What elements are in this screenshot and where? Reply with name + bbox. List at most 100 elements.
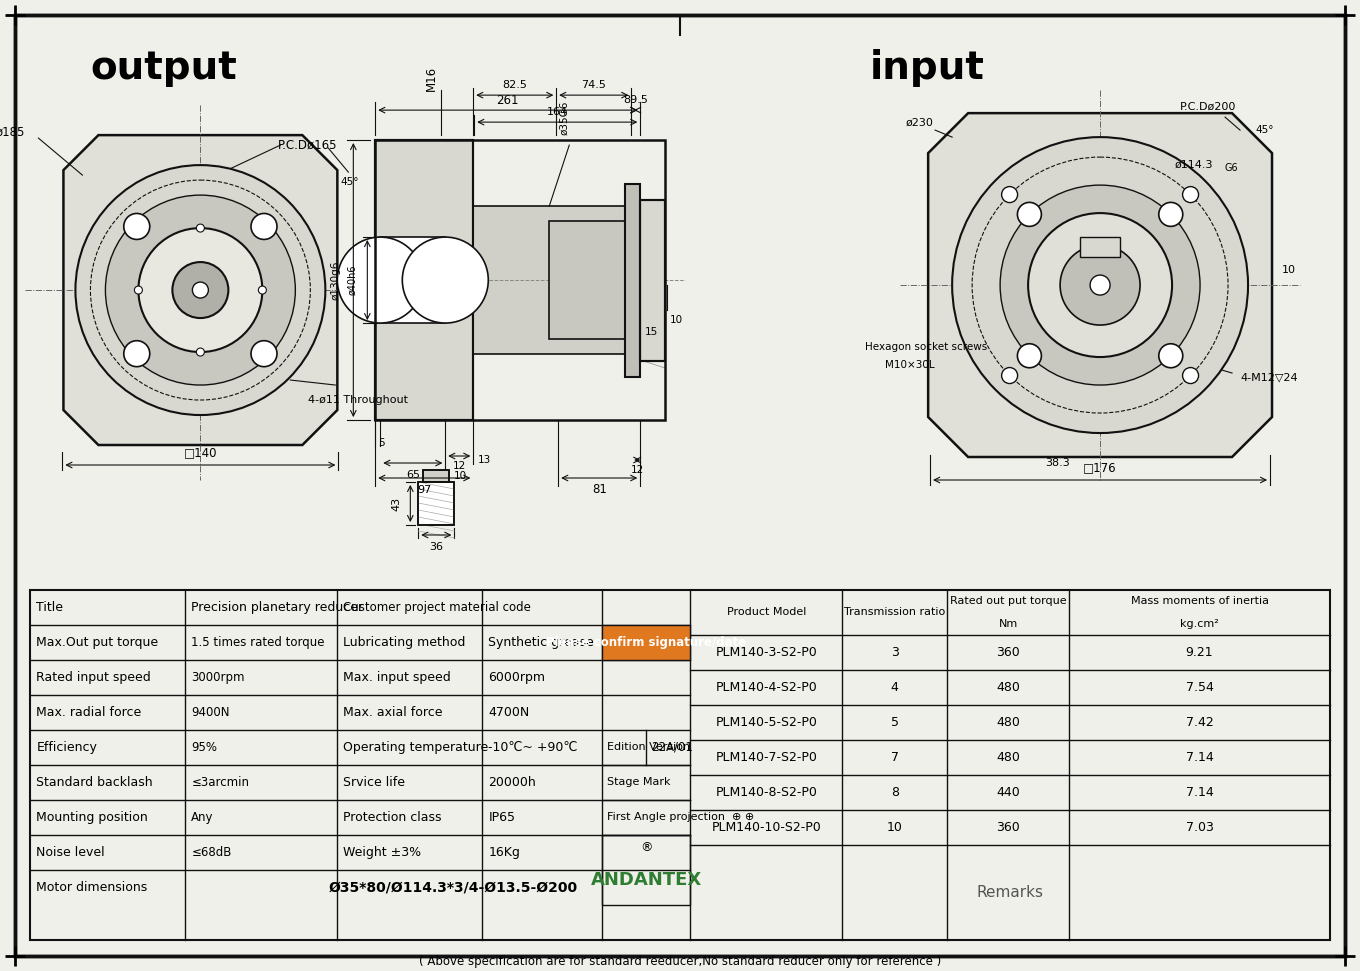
Text: ø35G6: ø35G6 xyxy=(559,101,570,135)
Text: 43: 43 xyxy=(392,496,401,511)
Text: Standard backlash: Standard backlash xyxy=(37,776,154,788)
Circle shape xyxy=(1059,245,1140,325)
Circle shape xyxy=(258,286,267,294)
Text: ø130g6: ø130g6 xyxy=(330,260,340,300)
Text: 10: 10 xyxy=(887,820,903,834)
Text: 4-M12▽24: 4-M12▽24 xyxy=(1240,372,1297,382)
Text: □140: □140 xyxy=(184,447,218,459)
Text: ( Above specification are for standard reeducer,No standard reducer only for ref: ( Above specification are for standard r… xyxy=(419,955,941,968)
Circle shape xyxy=(124,341,150,367)
Text: 8: 8 xyxy=(891,786,899,799)
Text: 5: 5 xyxy=(378,438,385,448)
Bar xyxy=(423,470,449,482)
Bar xyxy=(375,140,665,420)
Circle shape xyxy=(124,214,150,240)
Text: 12: 12 xyxy=(453,461,466,471)
Text: 15: 15 xyxy=(645,327,658,337)
Text: Rated input speed: Rated input speed xyxy=(37,671,151,684)
Circle shape xyxy=(106,195,295,385)
Text: 360: 360 xyxy=(997,646,1020,659)
Circle shape xyxy=(1001,186,1017,203)
Text: 81: 81 xyxy=(592,484,607,496)
Text: P.C.Dø165: P.C.Dø165 xyxy=(279,139,337,151)
Text: 7.42: 7.42 xyxy=(1186,716,1213,729)
Bar xyxy=(473,206,626,354)
Bar xyxy=(419,482,454,525)
Bar xyxy=(30,590,1330,940)
Text: First Angle projection: First Angle projection xyxy=(608,813,725,822)
Text: 65: 65 xyxy=(405,470,420,480)
Text: input: input xyxy=(870,50,985,87)
Bar xyxy=(375,140,473,420)
Bar xyxy=(419,482,454,525)
Text: 480: 480 xyxy=(996,716,1020,729)
Text: 3000rpm: 3000rpm xyxy=(192,671,245,684)
Circle shape xyxy=(196,348,204,356)
Text: ANDANTEX: ANDANTEX xyxy=(590,871,702,889)
Circle shape xyxy=(1017,344,1042,368)
Circle shape xyxy=(1159,202,1183,226)
Polygon shape xyxy=(64,135,337,445)
Text: 7: 7 xyxy=(891,751,899,764)
Text: 89.5: 89.5 xyxy=(623,95,649,105)
Bar xyxy=(626,184,641,377)
Circle shape xyxy=(192,282,208,298)
Text: 4700N: 4700N xyxy=(488,706,529,719)
Text: 5: 5 xyxy=(891,716,899,729)
Text: Max. input speed: Max. input speed xyxy=(343,671,452,684)
Circle shape xyxy=(173,262,228,318)
Circle shape xyxy=(1183,368,1198,384)
Text: ≤68dB: ≤68dB xyxy=(192,846,231,859)
Text: PLM140-3-S2-P0: PLM140-3-S2-P0 xyxy=(715,646,817,659)
Circle shape xyxy=(1028,213,1172,357)
Text: 97: 97 xyxy=(418,485,431,495)
Text: 480: 480 xyxy=(996,681,1020,694)
Circle shape xyxy=(135,286,143,294)
Text: Transmission ratio: Transmission ratio xyxy=(845,608,945,618)
Text: IP65: IP65 xyxy=(488,811,515,823)
Bar xyxy=(375,140,641,420)
Text: 164: 164 xyxy=(547,107,568,117)
Text: Mass moments of inertia: Mass moments of inertia xyxy=(1130,596,1269,606)
Text: 440: 440 xyxy=(997,786,1020,799)
Circle shape xyxy=(1001,368,1017,384)
Text: 74.5: 74.5 xyxy=(581,81,607,90)
Bar xyxy=(602,625,691,660)
Circle shape xyxy=(196,224,204,232)
Text: M16: M16 xyxy=(424,66,438,90)
Text: 10: 10 xyxy=(1282,265,1296,275)
Text: 95%: 95% xyxy=(192,741,218,753)
Text: Weight ±3%: Weight ±3% xyxy=(343,846,422,859)
Text: Efficiency: Efficiency xyxy=(37,741,98,753)
Text: Edition Version: Edition Version xyxy=(608,743,691,753)
Text: 82.5: 82.5 xyxy=(502,81,528,90)
Text: -10℃~ +90℃: -10℃~ +90℃ xyxy=(488,741,578,753)
Text: ≤3arcmin: ≤3arcmin xyxy=(192,776,249,788)
Circle shape xyxy=(139,228,262,352)
Circle shape xyxy=(1017,202,1042,226)
Bar xyxy=(641,200,665,361)
Text: ⊕ ⊕: ⊕ ⊕ xyxy=(732,813,755,822)
Text: Remarks: Remarks xyxy=(976,885,1043,900)
Text: Title: Title xyxy=(37,601,64,614)
Text: PLM140-10-S2-P0: PLM140-10-S2-P0 xyxy=(711,820,821,834)
Text: 480: 480 xyxy=(996,751,1020,764)
Text: 261: 261 xyxy=(496,93,520,107)
Text: 7.54: 7.54 xyxy=(1186,681,1213,694)
Text: Mounting position: Mounting position xyxy=(37,811,148,823)
Text: Nm: Nm xyxy=(998,619,1017,628)
Text: Max. axial force: Max. axial force xyxy=(343,706,443,719)
Text: Customer project material code: Customer project material code xyxy=(343,601,532,614)
Text: ø114.3: ø114.3 xyxy=(1175,160,1213,170)
Circle shape xyxy=(1159,344,1183,368)
Text: P.C.Dø200: P.C.Dø200 xyxy=(1180,102,1236,112)
Text: 360: 360 xyxy=(997,820,1020,834)
Bar xyxy=(423,470,449,482)
Text: 36: 36 xyxy=(430,542,443,552)
Text: G6: G6 xyxy=(1224,163,1238,173)
Text: ø185: ø185 xyxy=(0,125,24,139)
Text: 10: 10 xyxy=(454,471,468,481)
Text: Lubricating method: Lubricating method xyxy=(343,636,465,649)
Text: 3: 3 xyxy=(891,646,899,659)
Text: Rated out put torque: Rated out put torque xyxy=(949,596,1066,606)
